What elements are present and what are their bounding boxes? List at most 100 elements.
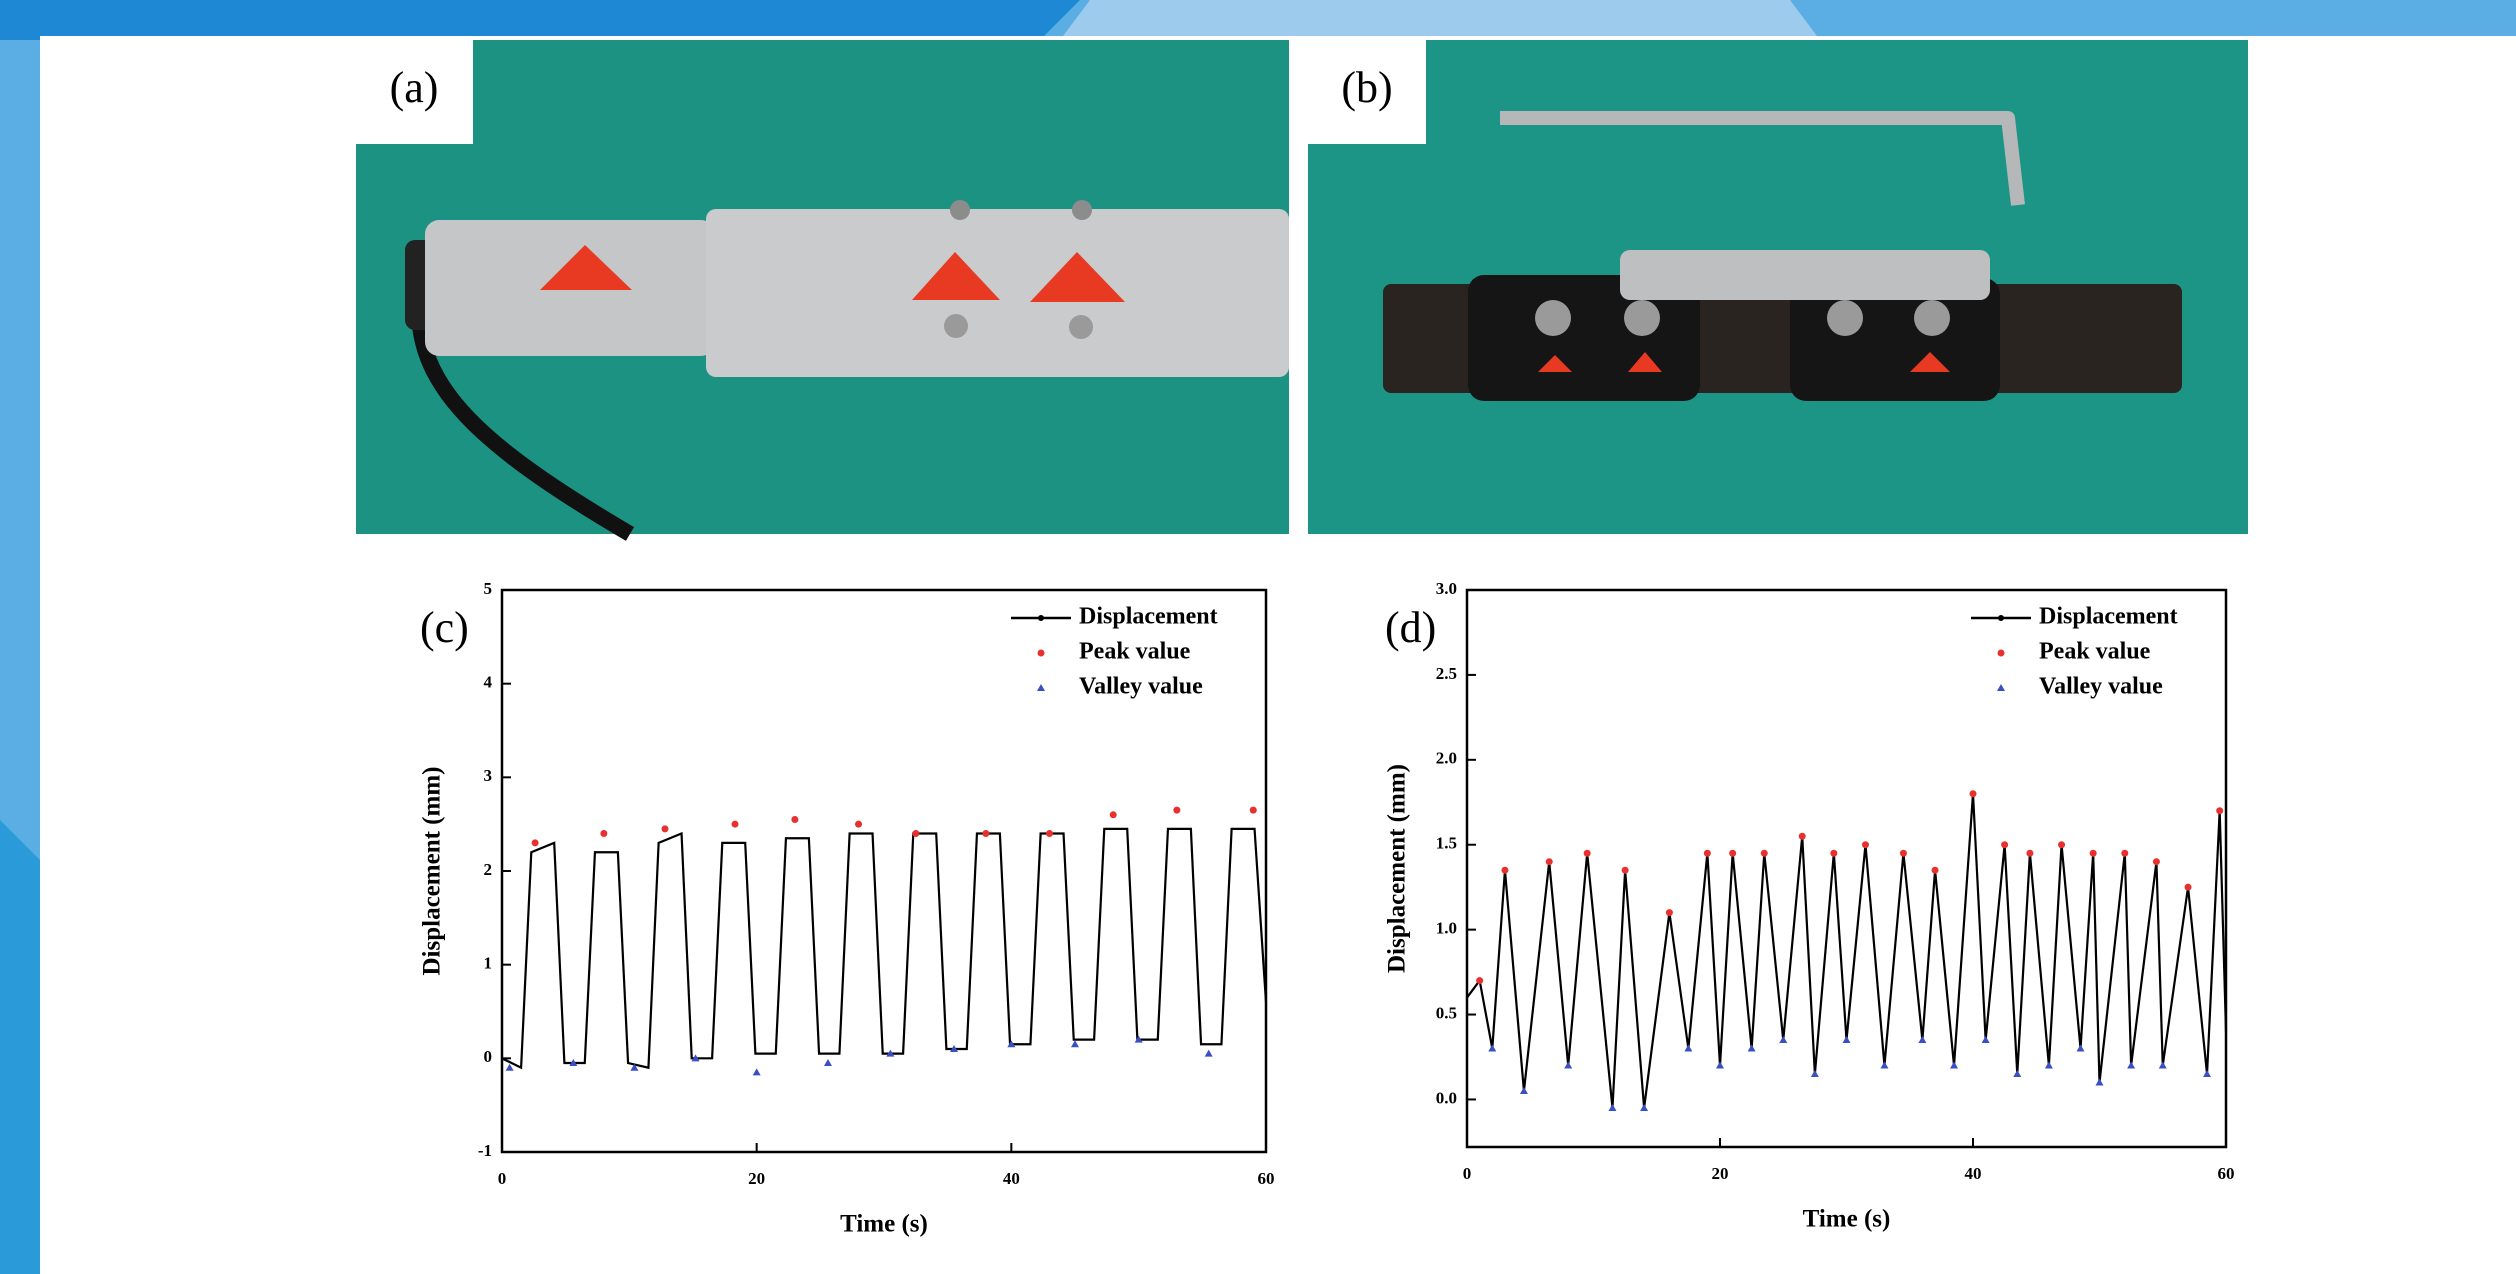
valley-point <box>1204 1049 1213 1057</box>
x-tick-label: 40 <box>1003 1169 1020 1188</box>
peak-point <box>1501 866 1509 874</box>
peak-point <box>1173 806 1181 814</box>
valley-point <box>1488 1044 1497 1052</box>
plot-frame <box>1465 588 2228 1149</box>
marker <box>1910 352 1950 372</box>
valley-point <box>1640 1103 1649 1111</box>
peak-point <box>531 839 539 847</box>
legend-label: Valley value <box>1079 674 1203 700</box>
x-tick-label: 20 <box>1712 1164 1729 1183</box>
panel-label: (a) <box>390 63 439 112</box>
peak-point <box>1899 849 1907 857</box>
valley-point <box>1842 1036 1851 1044</box>
valley-point <box>2044 1061 2053 1069</box>
legend-marker <box>1037 649 1045 657</box>
x-tick-label: 60 <box>2218 1164 2235 1183</box>
valley-point <box>1716 1061 1724 1069</box>
screw <box>1535 300 1571 336</box>
legend-marker <box>1997 649 2005 657</box>
valley-point <box>2095 1078 2104 1086</box>
rod <box>1620 250 1990 300</box>
y-tick-label: 1 <box>484 954 493 973</box>
peak-point <box>1665 909 1673 917</box>
peak-point <box>1476 977 1484 985</box>
legend-label: Valley value <box>2039 674 2163 700</box>
legend-marker <box>1997 684 2005 691</box>
peak-point <box>1798 832 1806 840</box>
peak-point <box>1545 858 1553 866</box>
peak-point <box>2152 858 2160 866</box>
x-tick-label: 60 <box>1258 1169 1275 1188</box>
screw <box>1914 300 1950 336</box>
marker <box>1030 252 1125 302</box>
peak-point <box>1583 849 1591 857</box>
valley-point <box>2127 1061 2136 1069</box>
y-tick-label: 1.5 <box>1436 834 1457 853</box>
peak-point <box>1760 849 1768 857</box>
peak-point <box>982 830 990 838</box>
legend-marker <box>1998 615 2004 621</box>
decor <box>0 820 40 1274</box>
peak-point <box>2001 841 2009 849</box>
peak-point <box>2184 883 2192 891</box>
valley-point <box>1810 1069 1819 1077</box>
x-axis-title: Time (s) <box>840 1211 928 1238</box>
legend-marker <box>1037 684 1045 691</box>
peak-point <box>600 830 608 838</box>
peak-point <box>1931 866 1939 874</box>
peak-point <box>912 830 920 838</box>
marker <box>1628 352 1662 372</box>
y-tick-label: 3.0 <box>1436 579 1457 598</box>
peak-point <box>661 825 669 833</box>
screw <box>1072 200 1092 220</box>
y-tick-label: 5 <box>484 579 493 598</box>
screw <box>944 314 968 338</box>
valley-point <box>752 1068 761 1076</box>
valley-point <box>1608 1103 1617 1111</box>
x-tick-label: 0 <box>1463 1164 1472 1183</box>
peak-point <box>2216 807 2224 815</box>
peak-point <box>1109 811 1117 819</box>
valley-point <box>1981 1036 1990 1044</box>
photo-b: (b) <box>1308 40 2248 534</box>
screw <box>1069 315 1093 339</box>
valley-point <box>1950 1061 1959 1069</box>
peak-point <box>731 820 739 828</box>
chart: 0.0 0.5 1.0 1.5 2.0 2.5 3.0 0 20 40 60 Time (s) Disp… <box>1384 579 2235 1233</box>
peak-point <box>1703 849 1711 857</box>
valley-point <box>1779 1036 1788 1044</box>
x-tick-label: 0 <box>498 1169 507 1188</box>
valley-point <box>569 1059 578 1067</box>
valley-point <box>1071 1040 1079 1048</box>
panel-label: (c) <box>420 603 469 652</box>
valley-point <box>1684 1044 1693 1052</box>
y-axis-title: Displacement (mm) <box>1384 764 1411 973</box>
label-box <box>1308 40 1426 144</box>
screw <box>1624 300 1660 336</box>
y-tick-label: 3 <box>484 766 493 785</box>
marker <box>540 245 632 290</box>
valley-point <box>886 1049 895 1057</box>
x-tick-label: 40 <box>1965 1164 1982 1183</box>
legend-marker <box>1038 615 1044 621</box>
decor <box>0 0 1080 40</box>
legend-label: Displacement <box>1079 604 1218 630</box>
valley-point <box>1918 1036 1927 1044</box>
x-axis-title: Time (s) <box>1803 1206 1891 1233</box>
peak-point <box>1861 841 1869 849</box>
valley-point <box>2076 1044 2085 1052</box>
x-tick-label: 20 <box>748 1169 765 1188</box>
y-tick-label: 2.0 <box>1436 749 1457 768</box>
peak-point <box>1969 790 1977 798</box>
y-tick-label: 0.0 <box>1436 1088 1457 1107</box>
decor <box>1060 0 1820 40</box>
peak-point <box>2058 841 2066 849</box>
peak-point <box>791 815 799 823</box>
y-axis-title: Displacement (mm) <box>419 767 446 976</box>
valley-point <box>1880 1061 1889 1069</box>
y-tick-label: 2.5 <box>1436 664 1457 683</box>
y-tick-label: -1 <box>478 1141 492 1160</box>
photo-a: (a) <box>356 40 1289 541</box>
